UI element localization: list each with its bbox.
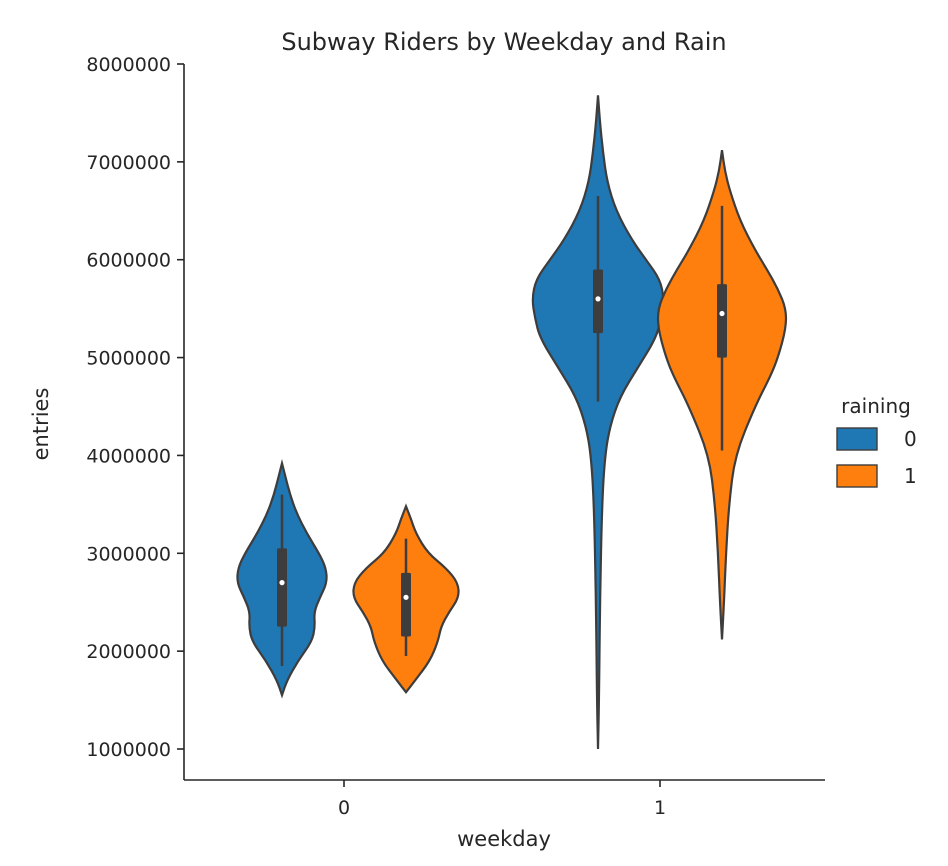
legend-swatch-raining-0 <box>836 427 878 451</box>
legend-label-raining-0: 0 <box>904 427 917 451</box>
y-axis-label: entries <box>29 388 53 461</box>
legend-title: raining <box>841 394 911 418</box>
violin-median-weekday-1-raining-1 <box>719 310 725 317</box>
y-tick-label: 4000000 <box>86 445 171 467</box>
chart-title: Subway Riders by Weekday and Rain <box>281 28 726 56</box>
y-tick-label: 5000000 <box>86 348 171 370</box>
x-axis-label: weekday <box>457 827 551 851</box>
violin-median-weekday-1-raining-0 <box>595 296 601 302</box>
y-tick-label: 2000000 <box>86 641 171 663</box>
y-axis-ticks: 1000000 2000000 3000000 4000000 5000000 60000… <box>86 54 184 761</box>
legend-label-raining-1: 1 <box>904 464 917 488</box>
violin-iqr-box-weekday-1-raining-1 <box>717 284 727 358</box>
legend: raining 0 1 <box>836 394 917 488</box>
violin-median-weekday-0-raining-1 <box>403 594 409 600</box>
x-tick-label: 1 <box>654 797 666 819</box>
legend-swatch-raining-1 <box>836 464 878 488</box>
violin-iqr-box-weekday-0-raining-0 <box>277 548 287 627</box>
y-tick-label: 3000000 <box>86 543 171 565</box>
y-tick-label: 7000000 <box>86 152 171 174</box>
plot-area <box>236 95 788 750</box>
violin-iqr-box-weekday-0-raining-1 <box>401 572 411 637</box>
violin-median-weekday-0-raining-0 <box>279 580 285 586</box>
x-tick-label: 0 <box>338 797 350 819</box>
y-tick-label: 8000000 <box>86 54 171 76</box>
y-tick-label: 6000000 <box>86 250 171 272</box>
violin-body-weekday-1-raining-0 <box>531 95 665 750</box>
y-tick-label: 1000000 <box>86 739 171 761</box>
